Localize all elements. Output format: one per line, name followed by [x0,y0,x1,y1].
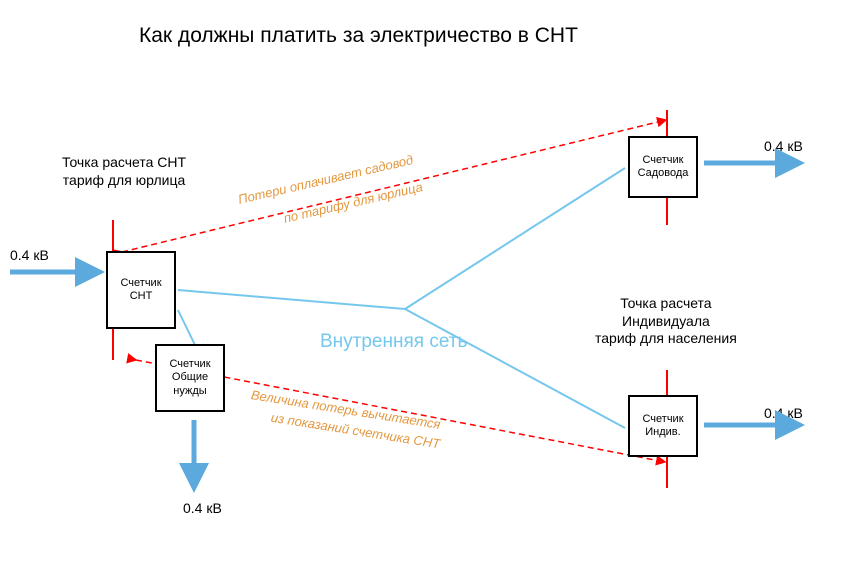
voltage-down-label: 0.4 кВ [183,500,222,518]
cyan-down-line [405,309,625,428]
common-meter-box: Счетчик Общие нужды [155,344,225,412]
indiv-point-line1: Точка расчета [620,295,711,311]
indiv-box-l1: Счетчик [642,413,683,425]
voltage-bot-label: 0.4 кВ [764,405,803,423]
common-box-l2: Общие [172,371,208,383]
snt-point-line1: Точка расчета СНТ [62,154,186,170]
snt-meter-box: Счетчик СНТ [106,251,176,329]
cyan-main-line [178,290,405,309]
snt-point-label: Точка расчета СНТ тариф для юрлица [62,154,186,189]
gardener-meter-box: Счетчик Садовода [628,136,698,198]
common-box-l3: нужды [173,385,206,397]
gardener-box-l2: Садовода [638,167,689,179]
common-box-l1: Счетчик [169,358,210,370]
cyan-snt-common-line [178,310,195,345]
indiv-box-l2: Индив. [645,426,680,438]
snt-box-l2: СНТ [130,290,153,302]
indiv-point-line3: тариф для населения [595,330,737,346]
voltage-in-label: 0.4 кВ [10,247,49,265]
indiv-meter-box: Счетчик Индив. [628,395,698,457]
page-title: Как должны платить за электричество в СН… [139,24,578,48]
snt-point-line2: тариф для юрлица [63,172,185,188]
snt-box-l1: Счетчик [120,277,161,289]
cyan-up-line [405,168,625,309]
indiv-point-label: Точка расчета Индивидуала тариф для насе… [595,295,737,348]
voltage-top-label: 0.4 кВ [764,138,803,156]
internal-network-label: Внутренняя сеть [320,330,467,354]
indiv-point-line2: Индивидуала [622,313,710,329]
gardener-box-l1: Счетчик [642,154,683,166]
